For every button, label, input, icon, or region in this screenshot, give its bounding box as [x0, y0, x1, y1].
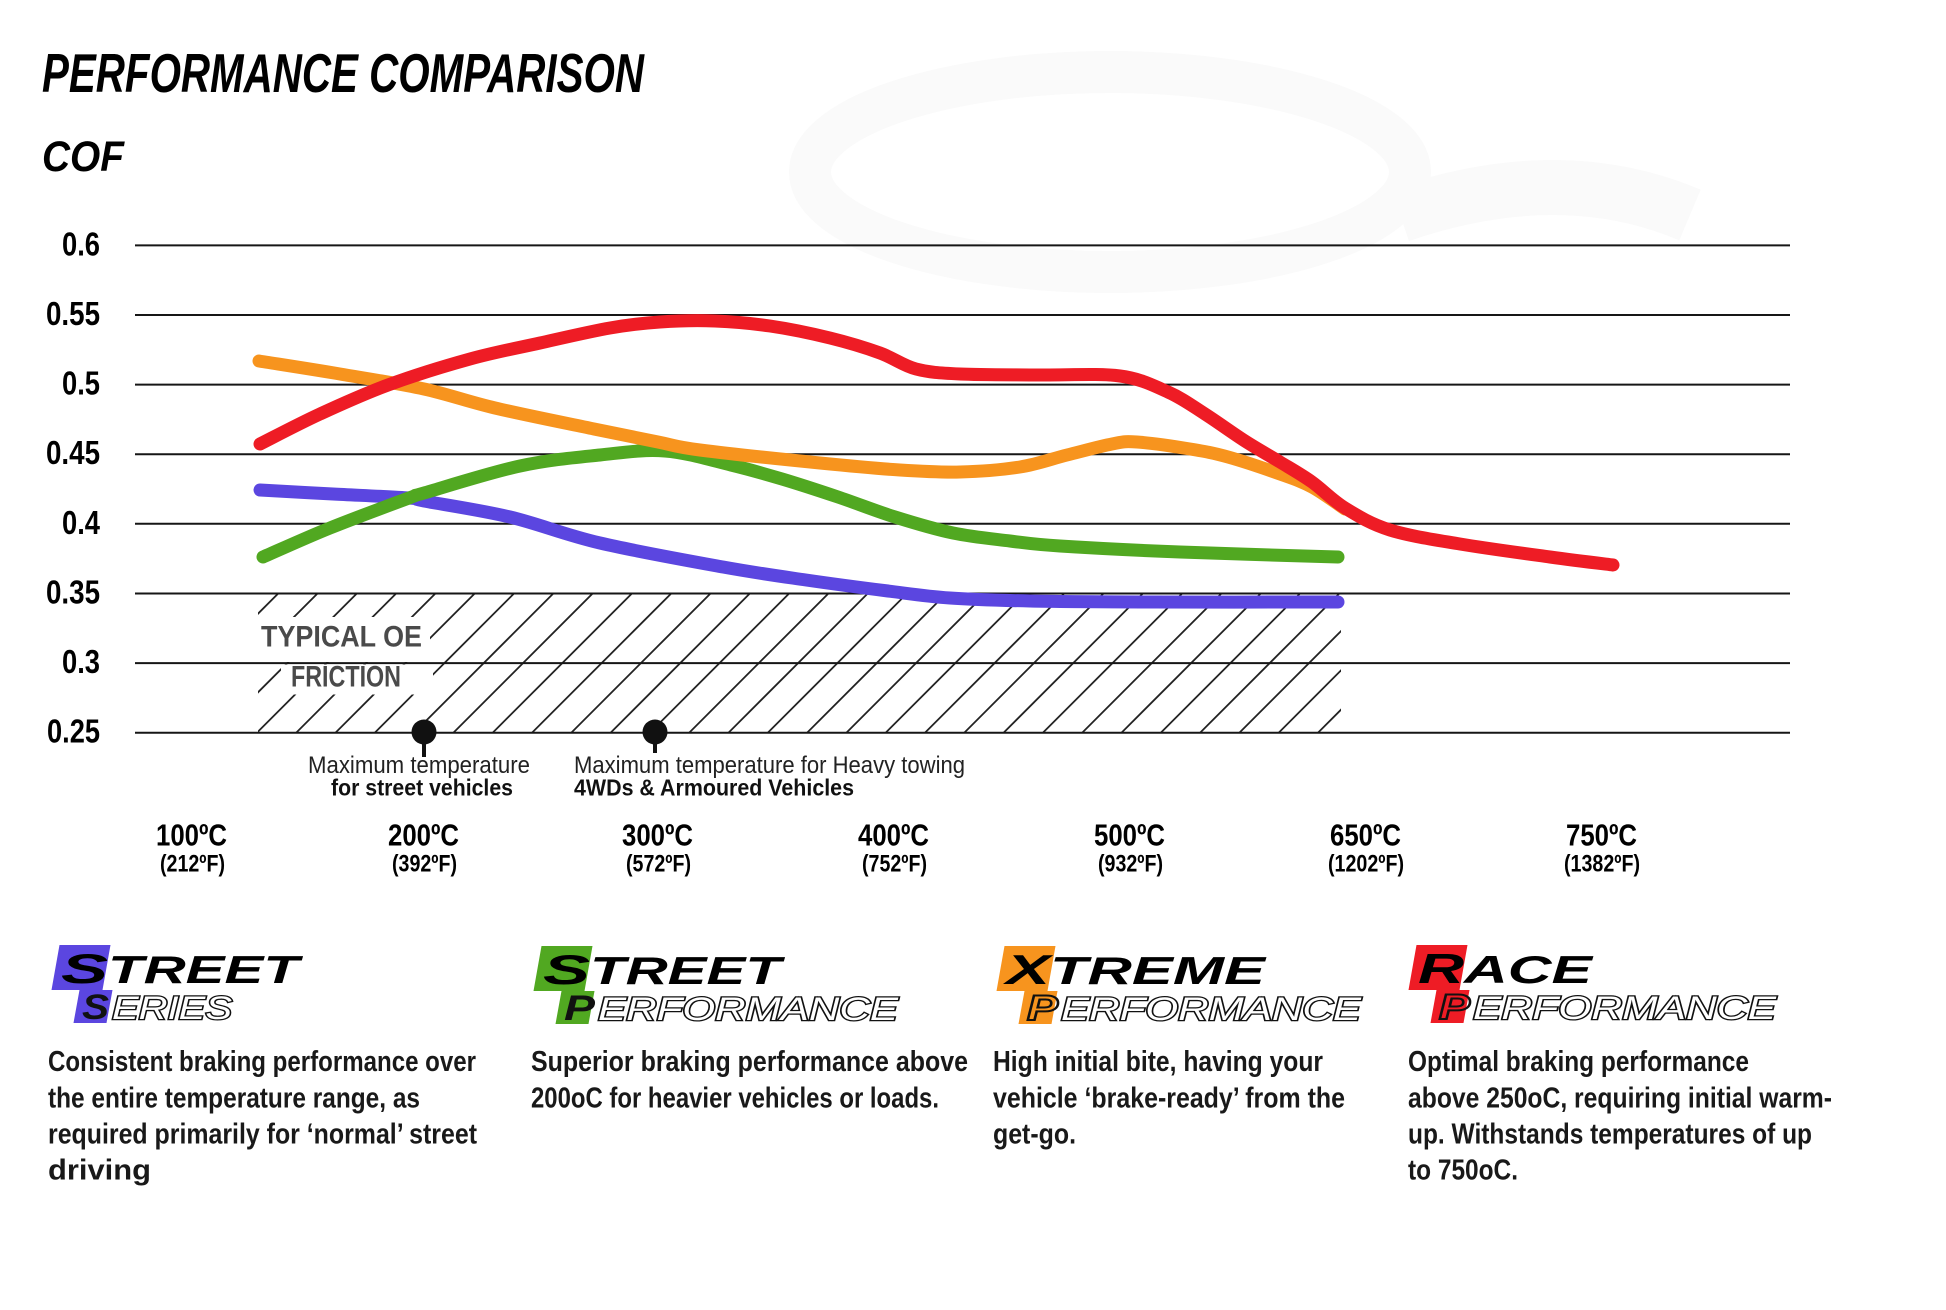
svg-text:TYPICAL OE: TYPICAL OE — [261, 621, 422, 654]
svg-text:the entire temperature range,: the entire temperature range, as — [48, 1083, 420, 1115]
svg-text:ERFORMANCE: ERFORMANCE — [1473, 990, 1777, 1026]
svg-text:vehicle ‘brake-ready’ from the: vehicle ‘brake-ready’ from the — [993, 1083, 1345, 1115]
svg-text:650ºC: 650ºC — [1330, 818, 1401, 853]
svg-text:0.4: 0.4 — [62, 504, 101, 541]
svg-text:ERIES: ERIES — [112, 990, 232, 1026]
svg-text:(932ºF): (932ºF) — [1098, 851, 1163, 878]
svg-text:TREET: TREET — [590, 950, 786, 993]
svg-text:Superior braking performance a: Superior braking performance above — [531, 1046, 968, 1078]
svg-text:above 250oC, requiring initial: above 250oC, requiring initial warm- — [1408, 1083, 1832, 1115]
svg-text:(392ºF): (392ºF) — [392, 851, 457, 878]
svg-text:500ºC: 500ºC — [1094, 818, 1165, 853]
svg-text:200oC for heavier vehicles or: 200oC for heavier vehicles or loads. — [531, 1083, 939, 1115]
svg-text:up. Withstands temperatures of: up. Withstands temperatures of up — [1408, 1119, 1812, 1151]
svg-text:FRICTION: FRICTION — [291, 661, 401, 694]
svg-text:(212ºF): (212ºF) — [160, 851, 225, 878]
svg-text:S: S — [61, 945, 108, 992]
svg-text:100ºC: 100ºC — [156, 818, 227, 853]
svg-text:TREME: TREME — [1050, 950, 1267, 993]
svg-text:S: S — [543, 946, 590, 993]
svg-text:4WDs & Armoured Vehicles: 4WDs & Armoured Vehicles — [574, 775, 854, 801]
svg-text:400ºC: 400ºC — [858, 818, 929, 853]
svg-text:PERFORMANCE COMPARISON: PERFORMANCE COMPARISON — [42, 42, 645, 104]
svg-text:0.5: 0.5 — [62, 365, 100, 402]
svg-text:Consistent braking performance: Consistent braking performance over — [48, 1046, 476, 1078]
svg-text:driving: driving — [48, 1155, 151, 1187]
svg-text:Maximum temperature for Heavy: Maximum temperature for Heavy towing — [574, 752, 965, 779]
svg-text:(1382ºF): (1382ºF) — [1564, 851, 1640, 878]
svg-text:S: S — [82, 988, 109, 1027]
svg-text:0.55: 0.55 — [46, 295, 100, 332]
svg-text:0.25: 0.25 — [47, 713, 100, 750]
svg-text:ACE: ACE — [1462, 949, 1593, 992]
svg-text:300ºC: 300ºC — [622, 818, 693, 853]
svg-text:P: P — [564, 989, 596, 1028]
svg-text:to 750oC.: to 750oC. — [1408, 1155, 1518, 1187]
svg-text:P: P — [1027, 989, 1059, 1028]
svg-text:Maximum temperature: Maximum temperature — [308, 752, 530, 779]
svg-text:750ºC: 750ºC — [1566, 818, 1637, 853]
svg-text:Optimal braking performance: Optimal braking performance — [1408, 1046, 1749, 1078]
svg-text:High initial bite, having your: High initial bite, having your — [993, 1046, 1323, 1078]
svg-text:for street vehicles: for street vehicles — [331, 775, 513, 801]
svg-text:0.35: 0.35 — [46, 574, 100, 611]
svg-text:(1202ºF): (1202ºF) — [1328, 851, 1404, 878]
svg-text:0.45: 0.45 — [46, 434, 100, 471]
svg-text:0.6: 0.6 — [62, 225, 100, 262]
svg-text:0.3: 0.3 — [62, 643, 100, 680]
svg-text:required primarily for ‘normal: required primarily for ‘normal’ street — [48, 1119, 477, 1151]
svg-text:ERFORMANCE: ERFORMANCE — [1061, 991, 1362, 1027]
svg-text:R: R — [1418, 945, 1465, 992]
svg-text:P: P — [1439, 988, 1471, 1027]
svg-text:X: X — [1003, 946, 1055, 993]
svg-text:(572ºF): (572ºF) — [626, 851, 691, 878]
svg-text:(752ºF): (752ºF) — [862, 851, 927, 878]
svg-text:COF: COF — [42, 133, 126, 181]
svg-text:TREET: TREET — [108, 949, 304, 992]
svg-text:ERFORMANCE: ERFORMANCE — [598, 991, 899, 1027]
svg-text:200ºC: 200ºC — [388, 818, 459, 853]
svg-text:get-go.: get-go. — [993, 1119, 1076, 1151]
